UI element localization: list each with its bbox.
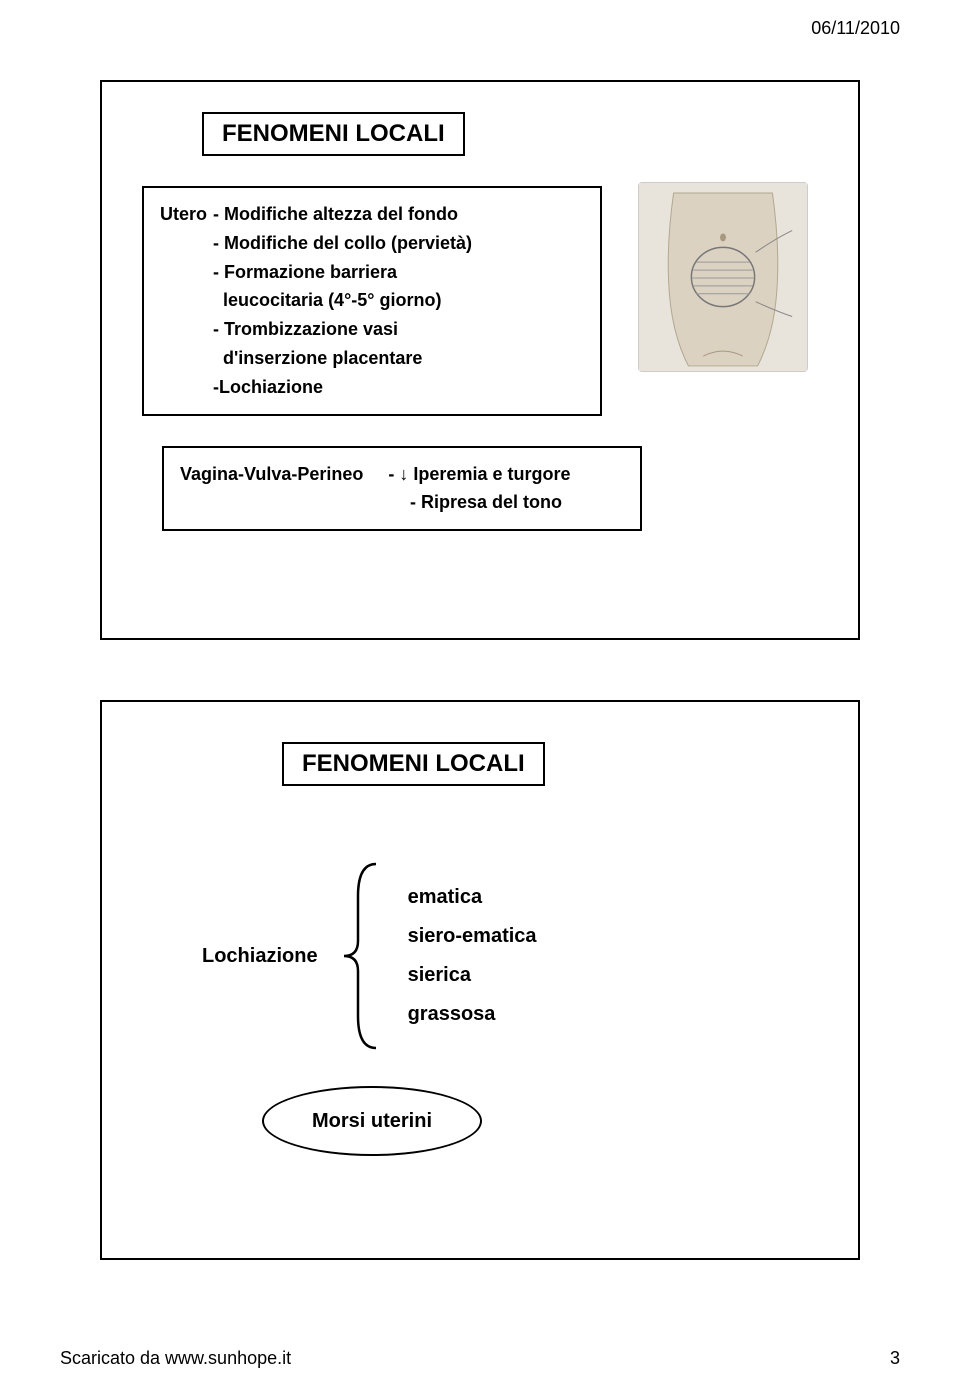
morsi-label: Morsi uterini — [312, 1110, 432, 1133]
vagina-box: Vagina-Vulva-Perineo - ↓ Iperemia e turg… — [162, 446, 642, 532]
utero-item: d'inserzione placentare — [213, 344, 472, 373]
type-item: ematica — [408, 886, 537, 909]
utero-item: leucocitaria (4°-5° giorno) — [213, 286, 472, 315]
utero-item: - Modifiche altezza del fondo — [213, 200, 472, 229]
type-item: grassosa — [408, 1003, 537, 1026]
types-column: ematica siero-ematica sierica grassosa — [408, 870, 537, 1042]
page-footer: Scaricato da www.sunhope.it 3 — [60, 1348, 900, 1369]
footer-left: Scaricato da www.sunhope.it — [60, 1348, 291, 1369]
type-item: sierica — [408, 964, 537, 987]
date-header: 06/11/2010 — [811, 18, 900, 39]
anatomy-illustration — [638, 182, 808, 372]
slide-1: FENOMENI LOCALI Utero - Modifiche altezz… — [100, 80, 860, 640]
utero-item: -Lochiazione — [213, 373, 472, 402]
utero-item: - Formazione barriera — [213, 258, 472, 287]
utero-item: - Modifiche del collo (pervietà) — [213, 229, 472, 258]
utero-label: Utero — [160, 200, 213, 402]
vagina-label: Vagina-Vulva-Perineo — [180, 464, 363, 484]
slide1-title: FENOMENI LOCALI — [202, 112, 465, 156]
utero-box: Utero - Modifiche altezza del fondo - Mo… — [142, 186, 602, 416]
morsi-ellipse: Morsi uterini — [262, 1086, 482, 1156]
lochiazione-row: Lochiazione ematica siero-ematica sieric… — [202, 856, 818, 1056]
slide2-title: FENOMENI LOCALI — [282, 742, 545, 786]
utero-list: - Modifiche altezza del fondo - Modifich… — [213, 200, 472, 402]
brace-icon — [338, 856, 388, 1056]
footer-page-number: 3 — [890, 1348, 900, 1369]
type-item: siero-ematica — [408, 925, 537, 948]
slide-2: FENOMENI LOCALI Lochiazione ematica sier… — [100, 700, 860, 1260]
vagina-line1: - ↓ Iperemia e turgore — [388, 464, 570, 484]
utero-item: - Trombizzazione vasi — [213, 315, 472, 344]
vagina-line2: - Ripresa del tono — [180, 488, 624, 517]
lochiazione-label: Lochiazione — [202, 945, 318, 968]
